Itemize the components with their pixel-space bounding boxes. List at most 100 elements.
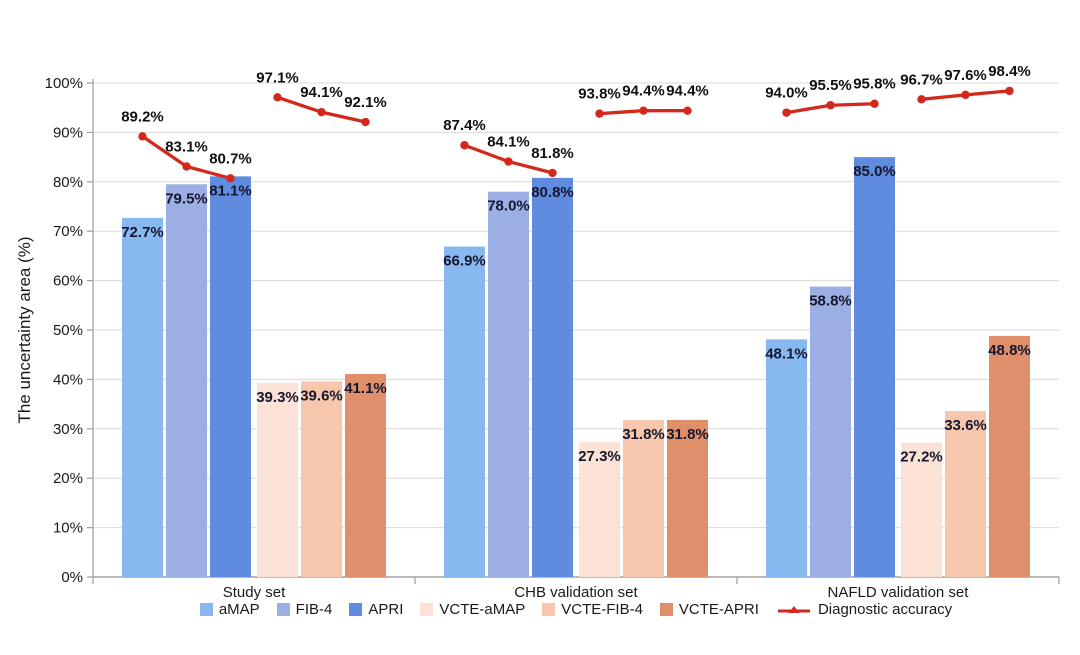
legend-item: APRI (349, 601, 403, 618)
legend-swatch (199, 603, 213, 616)
y-tick-label: 10% (53, 520, 83, 537)
accuracy-point (1005, 86, 1014, 96)
bar-APRI (854, 157, 895, 577)
bar-value-label: 48.8% (988, 342, 1031, 359)
y-tick-label: 20% (53, 470, 83, 487)
bar-FIB-4 (488, 191, 529, 577)
category-label: NAFLD validation set (827, 584, 969, 601)
bar-aMAP (122, 217, 163, 577)
bar-value-label: 78.0% (487, 198, 530, 215)
accuracy-point (226, 174, 235, 183)
bar-value-label: 72.7% (121, 224, 164, 241)
bar-VCTE-FIB-4 (301, 381, 342, 577)
accuracy-value-label: 81.8% (531, 145, 574, 162)
legend-swatch (276, 603, 290, 616)
bar-VCTE-FIB-4 (945, 411, 986, 577)
y-tick-label: 50% (53, 322, 83, 339)
accuracy-value-label: 93.8% (578, 86, 621, 103)
bar-value-label: 66.9% (443, 253, 486, 270)
accuracy-point (639, 106, 648, 115)
accuracy-value-label: 97.1% (256, 69, 299, 86)
bar-VCTE-aMAP (257, 382, 298, 577)
accuracy-value-label: 83.1% (165, 138, 208, 155)
category-label: CHB validation set (514, 584, 638, 601)
bar-value-label: 27.3% (578, 448, 621, 465)
y-tick-label: 70% (53, 223, 83, 240)
y-tick-label: 60% (53, 273, 83, 290)
accuracy-value-label: 98.4% (988, 63, 1031, 80)
accuracy-value-label: 96.7% (900, 71, 943, 88)
accuracy-value-label: 87.4% (443, 117, 486, 134)
bar-value-label: 80.8% (531, 184, 574, 201)
bar-value-label: 31.8% (622, 426, 665, 443)
accuracy-value-label: 84.1% (487, 134, 530, 151)
y-tick-label: 40% (53, 371, 83, 388)
legend-item: VCTE-FIB-4 (542, 601, 643, 618)
accuracy-point (782, 108, 791, 117)
accuracy-point (548, 168, 557, 178)
accuracy-point (595, 109, 604, 118)
bar-APRI (210, 176, 251, 577)
bar-VCTE-aMAP (579, 442, 620, 577)
legend-label: VCTE-aMAP (439, 601, 526, 618)
accuracy-point (460, 141, 469, 150)
accuracy-point (917, 95, 926, 104)
bar-value-label: 41.1% (344, 380, 387, 397)
y-axis-title: The uncertainty area (%) (15, 236, 34, 424)
bar-aMAP (444, 246, 485, 578)
legend-line-marker-icon (777, 605, 810, 613)
legend-label: VCTE-APRI (678, 601, 759, 618)
bar-VCTE-APRI (989, 335, 1030, 577)
legend-item: VCTE-aMAP (420, 601, 525, 618)
y-tick-label: 80% (53, 174, 83, 191)
accuracy-point (182, 162, 191, 171)
accuracy-point (317, 107, 326, 117)
legend-label: VCTE-FIB-4 (561, 601, 643, 618)
accuracy-value-label: 95.5% (809, 77, 852, 94)
bar-VCTE-FIB-4 (623, 419, 664, 577)
legend-item: FIB-4 (276, 601, 333, 618)
legend-label: FIB-4 (295, 601, 333, 618)
legend-swatch (420, 603, 434, 616)
y-tick-label: 90% (53, 124, 83, 141)
bar-FIB-4 (166, 184, 207, 577)
accuracy-point (961, 90, 970, 100)
bar-value-label: 79.5% (165, 190, 208, 207)
bar-value-label: 85.0% (853, 163, 896, 180)
accuracy-point (138, 132, 147, 141)
bar-value-label: 39.3% (256, 389, 299, 406)
accuracy-value-label: 94.4% (666, 83, 709, 100)
bar-value-label: 31.8% (666, 426, 709, 443)
accuracy-value-label: 97.6% (944, 67, 987, 84)
legend-item: VCTE-APRI (659, 601, 759, 618)
legend: aMAP FIB-4 APRI VCTE-aMAP VCTE-FIB-4 VCTE-APR… (93, 601, 1059, 618)
legend-item: Diagnostic accuracy (776, 601, 952, 618)
bar-value-label: 39.6% (300, 387, 343, 404)
accuracy-value-label: 92.1% (344, 94, 387, 111)
y-tick-label: 30% (53, 421, 83, 438)
accuracy-point (826, 101, 835, 110)
accuracy-value-label: 80.7% (209, 150, 252, 167)
bar-value-label: 33.6% (944, 417, 987, 434)
bar-VCTE-APRI (345, 373, 386, 577)
legend-label: Diagnostic accuracy (817, 601, 953, 618)
legend-label: APRI (368, 601, 404, 618)
accuracy-point (504, 157, 513, 166)
bar-VCTE-aMAP (901, 442, 942, 577)
legend-swatch (542, 603, 556, 616)
legend-label: aMAP (218, 601, 260, 618)
accuracy-value-label: 94.1% (300, 84, 343, 101)
accuracy-point (273, 93, 282, 102)
category-label: Study set (222, 584, 286, 601)
bar-aMAP (766, 339, 807, 577)
bar-FIB-4 (810, 286, 851, 577)
bar-value-label: 27.2% (900, 449, 943, 466)
legend-swatch (349, 603, 363, 616)
accuracy-value-label: 95.8% (853, 76, 896, 93)
y-tick-label: 0% (61, 569, 83, 586)
bar-value-label: 81.1% (209, 182, 252, 199)
bar-value-label: 48.1% (765, 345, 808, 362)
bar-value-label: 58.8% (809, 293, 852, 310)
